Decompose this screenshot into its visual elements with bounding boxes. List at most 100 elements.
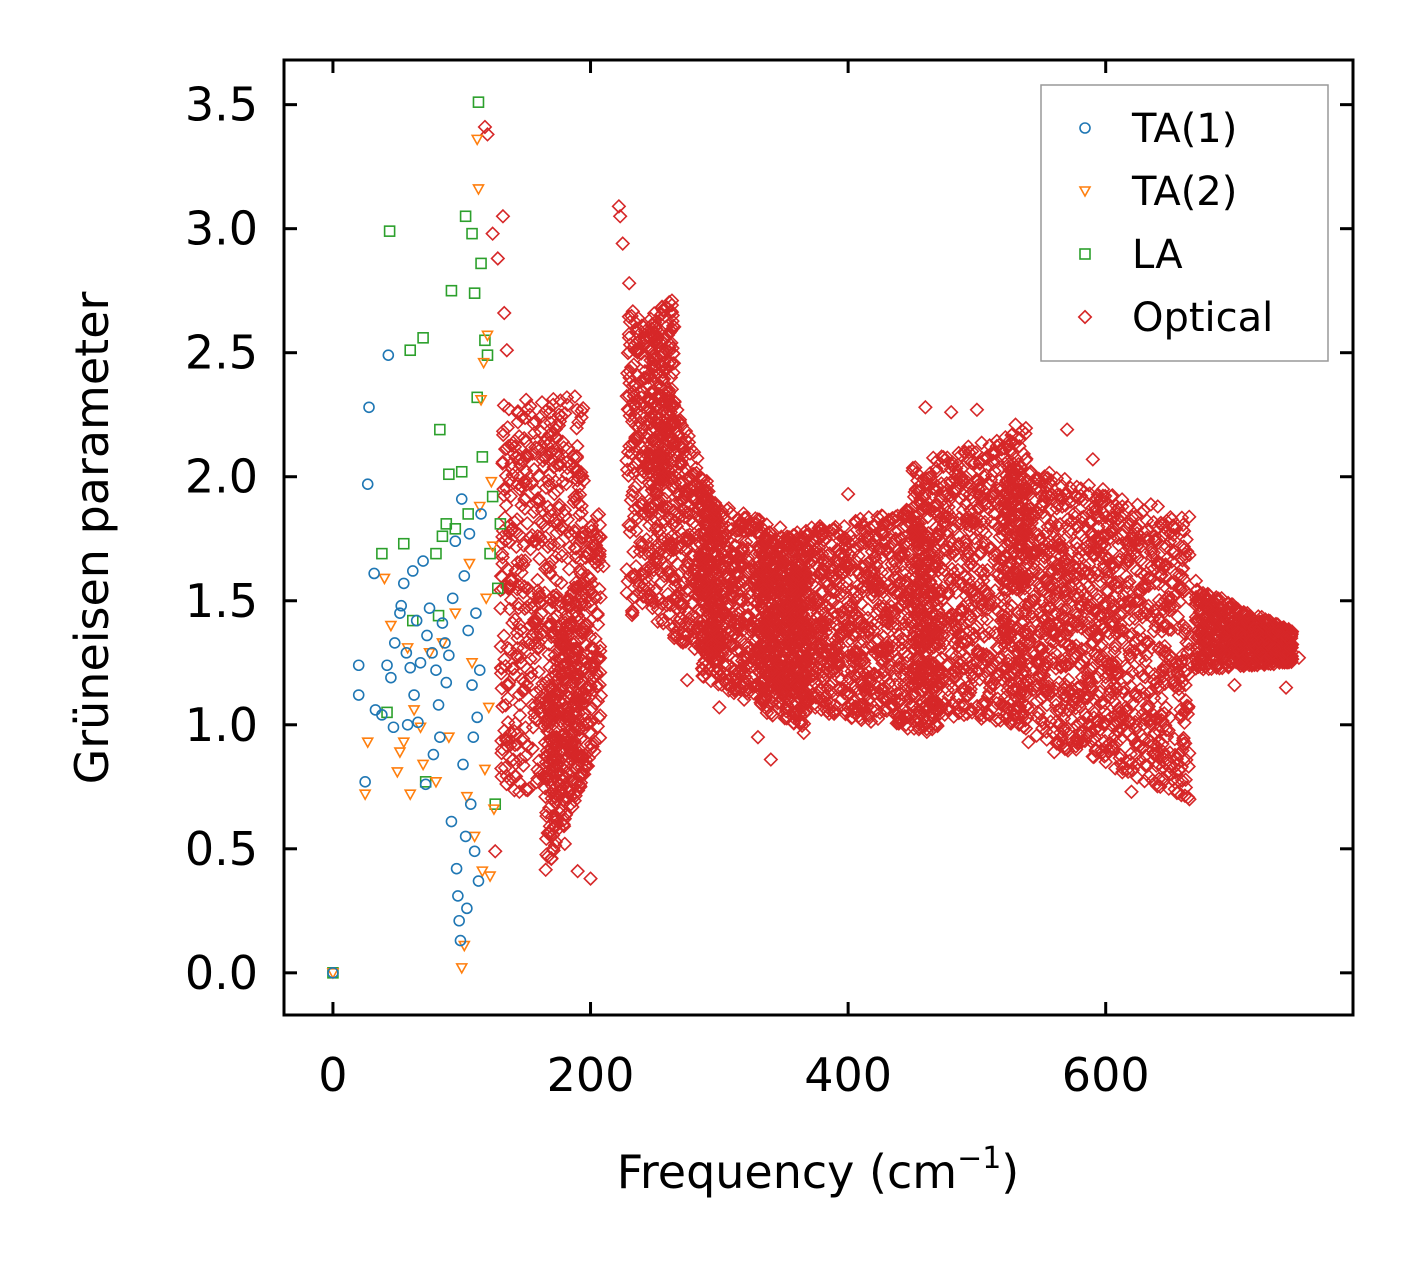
optical-point [634,440,650,456]
optical-point [669,540,684,556]
optical-point [654,306,670,322]
optical-point [541,636,557,652]
optical-point [631,341,646,357]
optical-point [527,650,543,666]
optical-point [569,641,585,657]
optical-point [649,482,665,498]
optical-point [647,315,663,331]
optical-point [583,519,599,535]
optical-point [591,652,606,668]
optical-point [515,585,531,600]
optical-point [590,606,605,622]
optical-point [714,677,729,692]
optical-point [647,394,663,410]
optical-point [710,652,726,668]
optical-point [502,473,518,489]
optical-point [578,758,593,773]
optical-point [716,665,732,681]
optical-point [540,825,556,841]
optical-point [796,725,812,741]
optical-point [538,862,554,878]
optical-point [642,450,658,465]
optical-point [529,627,545,643]
optical-point [702,511,718,527]
optical-point [552,497,567,513]
optical-point [542,565,558,580]
optical-point [496,481,511,497]
optical-point [750,511,766,527]
optical-point [710,613,726,629]
optical-point [510,555,526,570]
optical-point [547,786,563,801]
optical-point [702,553,718,569]
optical-point [494,681,510,696]
optical-point [644,321,660,336]
optical-point [528,482,543,498]
optical-point [662,336,678,352]
optical-point [584,639,600,655]
optical-point [538,754,554,770]
optical-point [699,473,715,489]
optical-point [562,615,578,631]
optical-point [542,478,558,494]
optical-point [643,477,658,493]
optical-point [572,507,587,523]
optical-point [695,643,711,659]
optical-point [538,805,554,821]
optical-point [621,330,637,346]
optical-point [664,550,680,566]
optical-point [681,611,697,626]
optical-point [589,542,604,557]
optical-point [510,650,525,665]
optical-point [573,721,588,737]
optical-point [619,453,634,468]
optical-point [516,475,532,491]
optical-point [641,461,656,476]
optical-point [567,733,582,749]
optical-point [503,592,519,608]
optical-point [574,403,590,419]
optical-point [514,565,529,580]
optical-point [527,446,543,461]
optical-point [544,594,560,610]
optical-point [671,595,686,611]
optical-point [520,580,536,596]
optical-point [659,381,674,396]
optical-point [638,565,654,580]
optical-point [551,535,567,551]
optical-point [573,534,588,549]
optical-point [495,423,511,439]
optical-point [663,303,679,319]
optical-point [528,685,543,701]
optical-point [747,516,763,532]
optical-point [673,439,688,455]
optical-point [660,565,676,581]
optical-point [624,308,639,324]
optical-point [740,599,756,615]
optical-point [540,431,555,447]
optical-point [576,607,592,623]
optical-point [519,449,535,465]
optical-point [643,405,658,421]
optical-point [589,508,605,524]
optical-point [539,743,555,759]
optical-point [583,736,599,752]
optical-point [731,592,747,608]
optical-point [649,552,664,567]
optical-point [504,661,520,677]
optical-point [542,732,558,747]
optical-point [592,546,607,562]
optical-point [726,546,742,562]
series-optical [477,119,1307,886]
optical-point [654,470,670,486]
optical-point [633,324,649,340]
optical-point [663,539,679,555]
optical-point [494,761,509,776]
optical-point [627,479,643,495]
optical-point [511,596,526,612]
optical-point [567,489,582,505]
optical-point [627,314,643,330]
optical-point [567,389,583,404]
optical-point [553,522,569,538]
